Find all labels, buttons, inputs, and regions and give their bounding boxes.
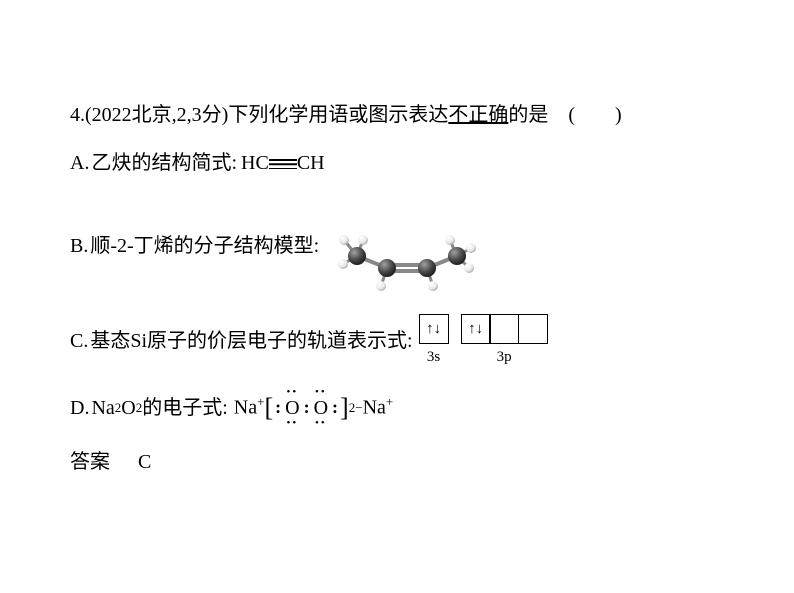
option-c: C. 基态Si原子的价层电子的轨道表示式: ↑↓ 3s ↑↓ 3p [70, 314, 744, 369]
stem-suffix: 的是 [508, 104, 548, 126]
option-a-text: 乙炔的结构简式: HCCH [91, 148, 324, 178]
question-stem: 4.(2022北京,2,3分)下列化学用语或图示表达不正确的是 ( ) [70, 100, 744, 130]
orbital-3s: ↑↓ 3s [419, 314, 449, 369]
option-a-label: A. [70, 148, 89, 178]
orbital-3s-box: ↑↓ [419, 314, 449, 344]
option-b-label: B. [70, 231, 88, 261]
question-source: (2022北京,2,3分) [85, 104, 228, 126]
stem-prefix: 下列化学用语或图示表达 [228, 104, 448, 126]
option-d: D. Na2O2的电子式: Na+ [ : •• O •• : •• O •• … [70, 387, 744, 429]
answer-line: 答案 C [70, 447, 744, 477]
answer-value: C [138, 451, 151, 473]
option-a: A. 乙炔的结构简式: HCCH [70, 148, 744, 178]
option-b-text: 顺-2-丁烯的分子结构模型: [90, 196, 487, 296]
stem-underlined: 不正确 [448, 104, 508, 126]
orbital-3p-box-1: ↑↓ [461, 314, 491, 344]
option-d-label: D. [70, 393, 89, 423]
question-number: 4. [70, 104, 85, 126]
option-d-text: Na2O2的电子式: Na+ [ : •• O •• : •• O •• : ]… [91, 387, 393, 429]
orbital-diagram: ↑↓ 3s ↑↓ 3p [419, 314, 560, 369]
butene-molecule-icon [327, 196, 487, 296]
orbital-3p: ↑↓ 3p [461, 314, 548, 369]
orbital-3p-label: 3p [497, 346, 512, 369]
orbital-3s-label: 3s [427, 346, 440, 369]
na2o2-electron-formula: Na+ [ : •• O •• : •• O •• : ] 2− Na+ [234, 387, 393, 429]
orbital-3p-box-3 [518, 314, 548, 344]
answer-label: 答案 [70, 451, 110, 473]
option-c-label: C. [70, 326, 88, 356]
answer-blank: ( ) [568, 104, 621, 126]
triple-bond-icon [269, 158, 297, 170]
option-c-text: 基态Si原子的价层电子的轨道表示式: ↑↓ 3s ↑↓ 3p [90, 314, 559, 369]
acetylene-formula: HCCH [241, 148, 325, 178]
orbital-3p-box-2 [489, 314, 519, 344]
option-b: B. 顺-2-丁烯的分子结构模型: [70, 196, 744, 296]
